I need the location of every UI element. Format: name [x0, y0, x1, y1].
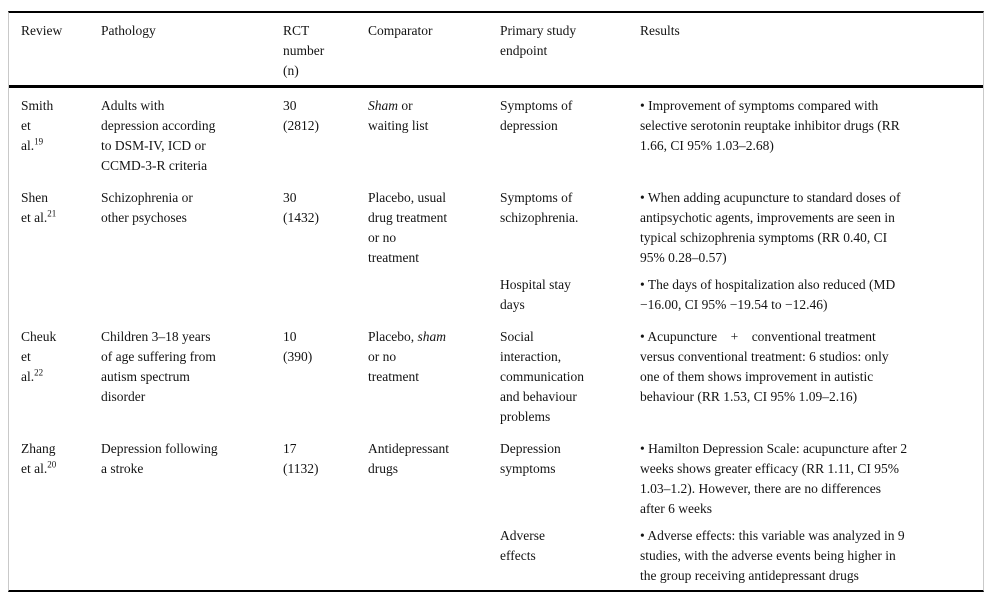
- review-cell: Zhang et al.20: [21, 441, 57, 476]
- header-rct-number: RCT number (n): [283, 23, 325, 78]
- header-comparator: Comparator: [368, 23, 433, 38]
- header-pathology: Pathology: [101, 23, 156, 38]
- review-cell: Cheuk et al.22: [21, 329, 57, 384]
- table-row: Zhang et al.20 Depression following a stro…: [9, 431, 983, 590]
- rct-number-cell: 30 (1432): [283, 190, 319, 225]
- review-cell: Shen et al.21: [21, 190, 57, 225]
- comparator-italic-term: Sham: [368, 98, 398, 113]
- table-row: Cheuk et al.22 Children 3–18 years of age s…: [9, 319, 983, 431]
- endpoint-result-entry: Adverse effects • Adverse effects: this v…: [500, 523, 983, 590]
- endpoint-cell: Social interaction, communication and be…: [500, 329, 584, 424]
- comparator-text: or waiting list: [368, 98, 429, 133]
- comparator-cell: Placebo, usual drug treatment or no trea…: [368, 180, 500, 319]
- table-row: Smith et al.19 Adults with depression accor…: [9, 88, 983, 180]
- endpoint-result-entry: Social interaction, communication and be…: [500, 319, 983, 431]
- endpoint-result-entries: Social interaction, communication and be…: [500, 319, 983, 431]
- comparator-italic-term: sham: [417, 329, 447, 344]
- result-cell: • Improvement of symptoms compared with …: [640, 98, 900, 153]
- endpoint-result-entry: Symptoms of depression • Improvement of s…: [500, 88, 983, 160]
- result-cell: • Hamilton Depression Scale: acupuncture…: [640, 441, 908, 516]
- endpoint-result-entries: Depression symptoms • Hamilton Depression…: [500, 431, 983, 590]
- pathology-cell: Depression following a stroke: [101, 441, 218, 476]
- result-cell: • When adding acupuncture to standard do…: [640, 190, 901, 265]
- endpoint-cell: Depression symptoms: [500, 441, 561, 476]
- endpoint-result-entry: Hospital stay days • The days of hospital…: [500, 272, 983, 319]
- endpoint-result-entries: Symptoms of schizophrenia. • When adding …: [500, 180, 983, 319]
- table-body: Smith et al.19 Adults with depression accor…: [9, 88, 983, 590]
- table-row: Shen et al.21 Schizophrenia or other psych…: [9, 180, 983, 319]
- systematic-reviews-table: Review Pathology RCT number (n) Comparat…: [8, 11, 984, 592]
- pathology-cell: Schizophrenia or other psychoses: [101, 190, 193, 225]
- pathology-cell: Adults with depression according to DSM-…: [101, 98, 216, 173]
- result-cell: • Adverse effects: this variable was ana…: [640, 528, 905, 583]
- reference-superscript: 22: [34, 367, 44, 378]
- header-review: Review: [21, 23, 63, 38]
- comparator-cell: Sham or waiting list: [368, 88, 500, 180]
- result-cell: • Acupuncture + conventional treatment v…: [640, 329, 889, 404]
- reference-superscript: 21: [47, 208, 57, 219]
- comparator-cell: Antidepressant drugs: [368, 431, 500, 590]
- rct-number-cell: 10 (390): [283, 329, 313, 364]
- header-primary-endpoint: Primary study endpoint: [500, 23, 577, 58]
- comparator-text: Placebo, usual drug treatment or no trea…: [368, 190, 448, 265]
- comparator-cell: Placebo, sham or no treatment: [368, 319, 500, 431]
- endpoint-cell: Hospital stay days: [500, 277, 571, 312]
- result-cell: • The days of hospitalization also reduc…: [640, 277, 896, 312]
- pathology-cell: Children 3–18 years of age suffering fro…: [101, 329, 216, 404]
- comparator-text: or no treatment: [368, 349, 419, 384]
- endpoint-cell: Symptoms of depression: [500, 98, 573, 133]
- review-cell: Smith et al.19: [21, 98, 54, 153]
- endpoint-cell: Adverse effects: [500, 528, 545, 563]
- rct-number-cell: 30 (2812): [283, 98, 319, 133]
- header-results: Results: [640, 23, 680, 38]
- comparator-text: Antidepressant drugs: [368, 441, 449, 476]
- endpoint-result-entry: Symptoms of schizophrenia. • When adding …: [500, 180, 983, 272]
- rct-number-cell: 17 (1132): [283, 441, 319, 476]
- reference-superscript: 19: [34, 136, 44, 147]
- endpoint-result-entry: Depression symptoms • Hamilton Depression…: [500, 431, 983, 523]
- table-header-row: Review Pathology RCT number (n) Comparat…: [9, 13, 983, 88]
- comparator-text: Placebo,: [368, 329, 418, 344]
- endpoint-cell: Symptoms of schizophrenia.: [500, 190, 579, 225]
- endpoint-result-entries: Symptoms of depression • Improvement of s…: [500, 88, 983, 180]
- reference-superscript: 20: [47, 459, 57, 470]
